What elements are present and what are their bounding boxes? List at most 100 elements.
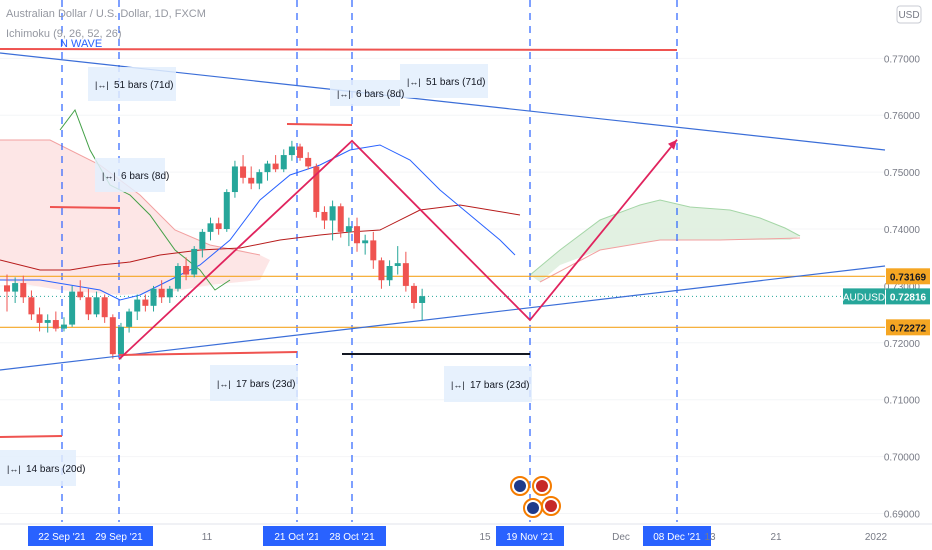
range-icon: |↔|	[95, 80, 109, 90]
currency-button[interactable]: USD	[896, 5, 922, 24]
time-tick: 21	[770, 532, 782, 543]
range-label-box[interactable]	[88, 67, 176, 101]
candle-body	[370, 240, 377, 261]
ichimoku-lines	[0, 108, 521, 301]
senkou-span-b	[539, 237, 801, 283]
candle-body	[402, 263, 409, 286]
date-badge	[643, 526, 711, 546]
time-tick: Dec	[612, 532, 630, 543]
range-label-box[interactable]	[400, 64, 488, 98]
symbol-badge	[843, 288, 885, 305]
candle-body	[321, 211, 328, 221]
price-axis: 0.77000 0.76000 0.75000 0.74000 0.73000 0.720…	[843, 54, 930, 520]
price-tick: 0.73000	[884, 282, 921, 293]
date-badge	[263, 526, 331, 546]
candle-body	[166, 288, 173, 298]
range-label-text: 51 bars (71d)	[426, 77, 485, 88]
price-tick: 0.77000	[884, 54, 921, 65]
candle-body	[378, 260, 385, 281]
symbol-label: AUDUSD	[843, 292, 885, 303]
candle-body	[69, 291, 76, 325]
candle-body	[174, 266, 181, 289]
candle-body	[264, 163, 271, 173]
candle-body	[85, 297, 92, 315]
range-icon: |↔|	[217, 379, 231, 389]
resistance-price-value: 0.73169	[890, 272, 927, 283]
lower-trendline	[0, 265, 886, 371]
price-tick: 0.74000	[884, 225, 921, 236]
range-label-text: 6 bars (8d)	[121, 171, 169, 182]
date-markers	[61, 0, 678, 522]
range-label-box[interactable]	[444, 366, 532, 402]
price-tick: 0.69000	[884, 509, 921, 520]
candle-body	[248, 177, 255, 184]
candle-body	[337, 206, 344, 232]
candle-body	[256, 172, 263, 184]
candle-body	[150, 288, 157, 306]
candle-body	[231, 166, 238, 193]
candle-body	[362, 240, 369, 244]
price-tick: 0.75000	[884, 168, 921, 179]
chart-title: Australian Dollar / U.S. Dollar, 1D, FXC…	[6, 8, 206, 20]
candle-body	[60, 324, 67, 329]
range-label-text: 17 bars (23d)	[236, 379, 295, 390]
candle-body	[394, 263, 401, 266]
time-tick: 15	[479, 532, 491, 543]
cloud-bullish	[530, 200, 800, 282]
red-segment	[49, 206, 121, 209]
range-icon: |↔|	[451, 380, 465, 390]
n-wave-line	[118, 139, 678, 360]
support-price-badge	[886, 319, 930, 336]
time-tick: 19 Nov '21	[506, 532, 554, 543]
indicator-label: Ichimoku (9, 26, 52, 26)	[6, 28, 122, 40]
date-badge	[318, 526, 386, 546]
candle-body	[117, 326, 124, 355]
time-tick: 08 Dec '21	[653, 532, 701, 543]
tenkan-sen	[0, 144, 516, 301]
range-label-text: 51 bars (71d)	[114, 80, 173, 91]
red-segment	[0, 435, 63, 438]
price-tick: 0.70000	[884, 453, 921, 464]
kijun-sen	[0, 204, 521, 271]
candle-body	[109, 317, 116, 355]
price-tick: 0.71000	[884, 396, 921, 407]
candle-body	[93, 297, 100, 315]
candle-body	[207, 223, 214, 232]
candlesticks	[4, 140, 426, 360]
candle-body	[77, 291, 84, 298]
range-label-box[interactable]	[330, 80, 400, 106]
candle-body	[12, 283, 19, 292]
economic-events	[510, 476, 561, 518]
horizontal-levels	[0, 275, 885, 328]
candle-body	[272, 163, 279, 170]
range-label-box[interactable]	[210, 365, 298, 401]
candle-body	[126, 311, 133, 327]
range-icon: |↔|	[337, 89, 351, 99]
n-wave-arrowhead	[668, 139, 677, 150]
range-icon: |↔|	[102, 171, 116, 181]
range-label-text: 14 bars (20d)	[26, 464, 85, 475]
candle-body	[44, 320, 51, 323]
candle-body	[142, 299, 149, 306]
range-label-box[interactable]	[0, 450, 76, 486]
time-tick: 22 Sep '21	[38, 532, 86, 543]
candle-body	[36, 314, 43, 323]
candle-body	[20, 283, 27, 298]
range-label-text: 6 bars (8d)	[356, 89, 404, 100]
red-segment	[286, 123, 353, 126]
time-tick: 11	[202, 532, 213, 543]
candle-body	[215, 223, 222, 230]
candle-body	[240, 166, 247, 178]
date-badge	[85, 526, 153, 546]
candle-body	[411, 285, 417, 303]
time-tick: 28 Oct '21	[329, 532, 375, 543]
flag-icon	[545, 500, 557, 512]
range-label-box[interactable]	[95, 158, 165, 192]
senkou-span-b-left	[0, 139, 261, 256]
price-tick: 0.72000	[884, 339, 921, 350]
candle-body	[52, 320, 59, 329]
candle-body	[354, 226, 361, 244]
candle-body	[191, 248, 198, 275]
